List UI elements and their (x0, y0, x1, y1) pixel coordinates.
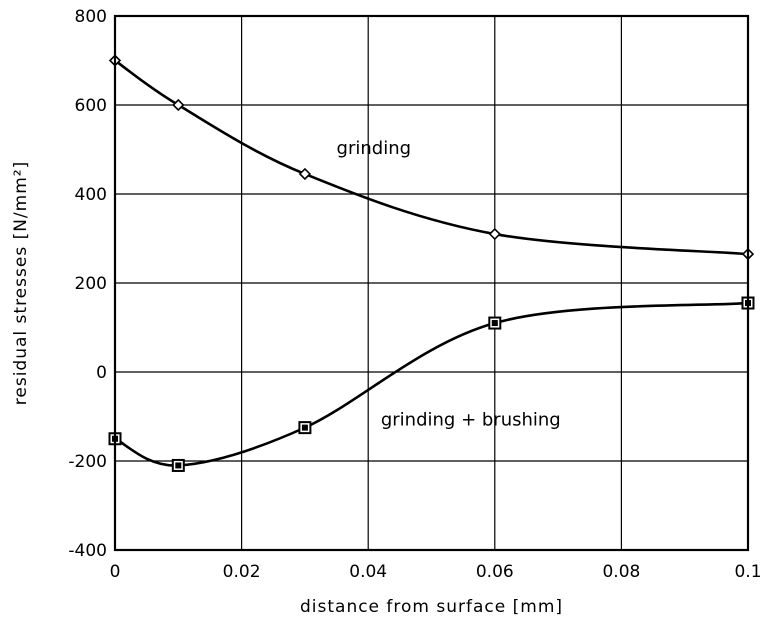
x-tick-label: 0.02 (223, 562, 261, 582)
series-label: grinding + brushing (381, 409, 561, 430)
data-point-diamond (298, 167, 312, 181)
x-axis-ticks: 0 0.02 0.04 0.06 0.08 0.1 (110, 562, 762, 582)
series-line-grinding (114, 59, 749, 256)
y-tick-label: 200 (75, 274, 107, 294)
x-tick-label: 0 (110, 562, 121, 582)
x-tick-label: 0.08 (602, 562, 640, 582)
x-tick-label: 0.06 (476, 562, 514, 582)
data-point-square (171, 458, 185, 472)
y-tick-label: 400 (75, 185, 107, 205)
data-point-square (488, 316, 502, 330)
plot-frame (113, 14, 750, 552)
x-axis-title: distance from surface [mm] (300, 597, 563, 617)
y-tick-label: 800 (75, 7, 107, 27)
x-tick-label: 0.1 (734, 562, 761, 582)
series-labels: grinding grinding + brushing (337, 138, 561, 430)
y-axis-title: residual stresses [N/mm²] (11, 161, 31, 405)
data-point-square (298, 421, 312, 435)
series-curves (114, 59, 749, 467)
y-tick-label: 0 (96, 363, 107, 383)
y-tick-label: -200 (68, 452, 107, 472)
data-point-diamond (488, 227, 501, 241)
series-label: grinding (337, 138, 412, 159)
series-line-grinding-brushing (114, 301, 749, 467)
grid (115, 16, 748, 550)
x-tick-label: 0.04 (349, 562, 387, 582)
y-axis-ticks: -400 -200 0 200 400 600 800 (68, 7, 107, 561)
y-tick-label: -400 (68, 541, 107, 561)
data-point-diamond (172, 98, 185, 112)
y-tick-label: 600 (75, 96, 107, 116)
